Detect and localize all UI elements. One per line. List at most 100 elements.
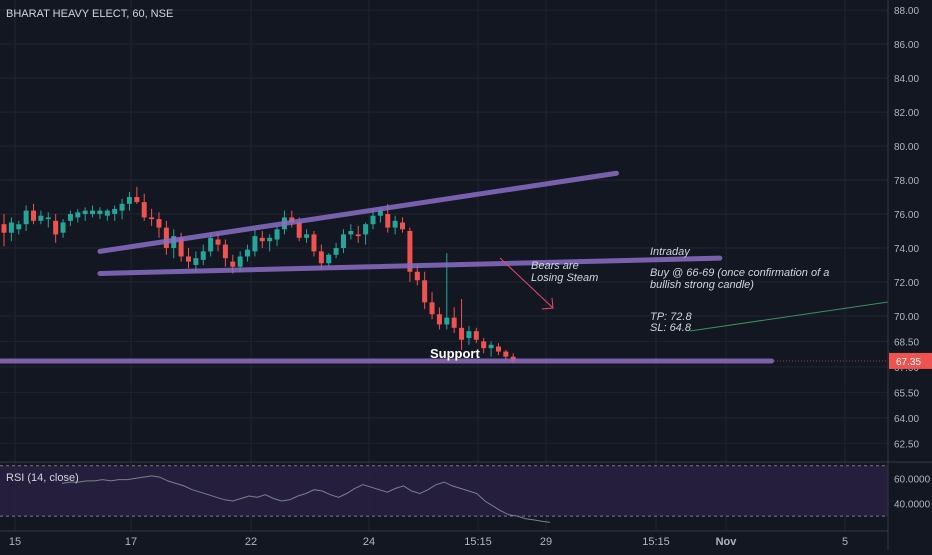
price-tick-label: 82.00: [894, 108, 919, 119]
candle-body: [75, 212, 81, 218]
candle-body: [222, 244, 228, 259]
current-price-label: 67.35: [896, 357, 921, 368]
price-tick-label: 65.50: [894, 388, 919, 399]
candle-body: [333, 247, 339, 255]
time-tick-label: 15:15: [464, 536, 492, 548]
candle-body: [23, 210, 29, 225]
candle-body: [67, 214, 73, 221]
rsi-label: RSI (14, close): [6, 472, 79, 484]
bears-annotation-line1: Bears are: [531, 260, 579, 272]
candle-body: [348, 231, 354, 235]
symbol-title: BHARAT HEAVY ELECT, 60, NSE: [6, 8, 173, 20]
candle-body: [163, 227, 169, 248]
price-tick-label: 74.00: [894, 244, 919, 255]
time-tick-label: 15: [9, 536, 21, 548]
arrow-shaft: [499, 257, 554, 309]
candle-body: [97, 210, 103, 215]
candle-body: [134, 197, 140, 203]
grid: [0, 0, 888, 530]
candle-body: [377, 210, 383, 216]
candle-body: [200, 251, 206, 260]
candle-body: [156, 219, 162, 228]
candle-body: [149, 217, 155, 220]
rsi-tick-label: 60.0000: [894, 474, 931, 485]
candle-body: [1, 224, 7, 233]
candle-body: [82, 210, 88, 215]
candle-body: [400, 222, 406, 230]
buy-note-line2: bullish strong candle): [650, 279, 754, 291]
candle-body: [230, 261, 236, 267]
candle-body: [459, 327, 465, 340]
intraday-label: Intraday: [650, 246, 691, 258]
candle-body: [495, 346, 501, 352]
rsi-pane: [0, 465, 888, 523]
candle-body: [488, 344, 494, 349]
projection-line: [689, 301, 889, 332]
time-tick-label: 5: [842, 536, 848, 548]
candle-body: [311, 234, 317, 252]
candle-body: [16, 224, 22, 230]
candle-body: [444, 317, 450, 325]
rsi-tick-label: 40.0000: [894, 500, 931, 511]
candle-body: [193, 258, 199, 265]
candles: [1, 186, 516, 364]
candle-body: [429, 302, 435, 315]
candle-body: [340, 234, 346, 248]
price-tick-label: 64.00: [894, 414, 919, 425]
arrow-head: [541, 297, 554, 310]
candle-body: [215, 239, 221, 245]
trendline-lower-channel: [97, 255, 723, 276]
candle-body: [237, 256, 243, 267]
candle-body: [208, 237, 214, 252]
candle-body: [178, 237, 184, 257]
candle-body: [245, 249, 251, 257]
candle-body: [363, 224, 369, 235]
candle-body: [186, 256, 191, 262]
price-tick-label: 84.00: [894, 74, 919, 85]
candle-body: [355, 234, 361, 237]
candle-body: [318, 251, 324, 264]
time-tick-label: Nov: [716, 536, 738, 548]
candle-body: [274, 229, 280, 240]
candle-body: [326, 254, 332, 264]
current-price-badge: [889, 352, 932, 369]
candle-body: [414, 271, 420, 281]
rsi-band-fill: [0, 465, 888, 517]
candle-body: [304, 234, 310, 238]
support-label: Support: [430, 346, 480, 361]
candle-body: [45, 217, 51, 220]
price-tick-label: 78.00: [894, 176, 919, 187]
candle-body: [8, 222, 14, 233]
candle-body: [481, 341, 487, 349]
candle-body: [104, 210, 110, 216]
bears-annotation-line2: Losing Steam: [531, 272, 598, 284]
candle-body: [370, 215, 376, 225]
candle-body: [422, 280, 428, 303]
price-tick-label: 62.50: [894, 439, 919, 450]
candle-body: [385, 214, 391, 228]
candle-body: [252, 236, 258, 252]
trendline-upper-channel: [97, 170, 620, 254]
time-tick-label: 15:15: [642, 536, 670, 548]
rsi-line: [61, 475, 551, 523]
candle-body: [53, 220, 59, 235]
candle-body: [141, 202, 147, 218]
time-tick-label: 17: [125, 536, 137, 548]
buy-note-line1: Buy @ 66-69 (once confirmation of a: [650, 267, 829, 279]
price-tick-label: 80.00: [894, 142, 919, 153]
candle-body: [407, 231, 413, 272]
candle-body: [451, 317, 457, 328]
candle-body: [259, 237, 265, 242]
candle-body: [392, 220, 398, 228]
time-tick-label: 22: [245, 536, 257, 548]
candle-body: [473, 331, 479, 340]
time-tick-label: 24: [363, 536, 375, 548]
tp-label: TP: 72.8: [650, 311, 692, 323]
price-tick-label: 88.00: [894, 6, 919, 17]
sl-label: SL: 64.8: [650, 322, 692, 334]
candle-body: [119, 203, 125, 211]
candle-body: [31, 210, 37, 221]
